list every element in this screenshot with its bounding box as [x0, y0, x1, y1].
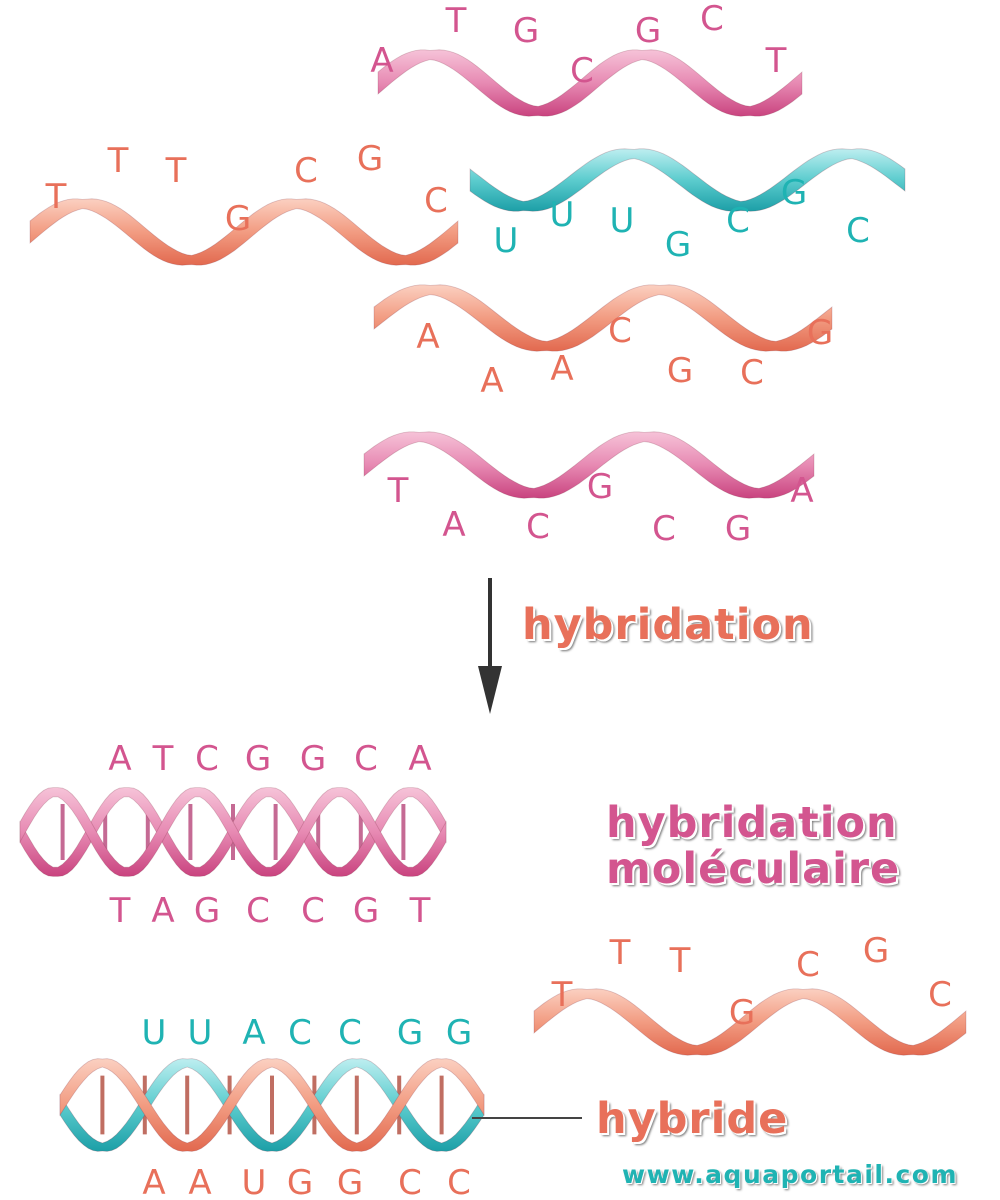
middle-pink-strand-base-2: A [442, 505, 465, 545]
top-pink-strand-base-4: C [570, 51, 594, 91]
middle-salmon-strand-base-4: C [608, 311, 632, 351]
middle-pink-strand: TA CGC GA [363, 431, 815, 549]
hybrid-duplex-bottom-base-5: G [337, 1163, 363, 1200]
unpaired-salmon-strand-base-5: C [796, 945, 820, 985]
middle-pink-strand-base-5: C [652, 509, 676, 549]
middle-pink-strand-base-6: G [725, 509, 751, 549]
teal-rna-strand-base-3: U [610, 201, 635, 241]
hybrid-duplex-top-base-6: G [397, 1013, 423, 1053]
salmon-strand-base-2: T [107, 141, 129, 181]
middle-salmon-strand-base-7: G [807, 313, 833, 353]
dna-duplex-bottom-base-6: G [353, 891, 379, 931]
top-pink-strand-base-3: G [513, 11, 539, 51]
hybrid-duplex-top-base-2: U [188, 1013, 213, 1053]
hybrid-duplex-strand-a [59, 1058, 485, 1152]
duplex-layer: A T C G G C AT A G C C G TU U A C C G GA A U G G C C [19, 739, 485, 1200]
salmon-strand-base-7: C [424, 181, 448, 221]
unpaired-salmon-strand-base-4: G [729, 993, 755, 1033]
unpaired-salmon-strand-base-7: C [928, 975, 952, 1015]
teal-rna-strand-ribbon [469, 148, 906, 212]
top-pink-strand-base-1: A [370, 41, 393, 81]
dna-duplex-top-base-6: C [354, 739, 378, 779]
middle-salmon-strand: AA ACG CG [373, 284, 833, 401]
hybrid-duplex-bottom-base-3: U [242, 1163, 267, 1200]
hybrid-duplex-top-base-1: U [142, 1013, 167, 1053]
middle-pink-strand-base-1: T [387, 471, 409, 511]
salmon-strand: TT TGC GC [29, 139, 459, 266]
dna-duplex-bottom-base-7: T [409, 891, 431, 931]
middle-salmon-strand-base-6: C [740, 353, 764, 393]
hybrid-duplex-top-base-3: A [242, 1013, 265, 1053]
dna-duplex-top-base-1: A [108, 739, 131, 779]
dna-duplex-top-base-4: G [245, 739, 271, 779]
teal-rna-strand-base-2: U [550, 195, 575, 235]
unpaired-salmon-strand-base-3: T [669, 941, 691, 981]
middle-salmon-strand-base-3: A [550, 349, 573, 389]
dna-duplex-top-base-5: G [300, 739, 326, 779]
dna-duplex-top-base-2: T [152, 739, 174, 779]
top-pink-strand-base-7: T [765, 41, 787, 81]
middle-salmon-strand-ribbon [373, 284, 833, 352]
middle-pink-strand-ribbon [363, 431, 815, 499]
teal-rna-strand-base-1: U [494, 221, 519, 261]
teal-rna-strand-base-6: G [781, 173, 807, 213]
molecular-title-line1: hybridation [606, 798, 898, 848]
top-pink-strand-base-2: T [445, 1, 467, 41]
hybrid-duplex-top-base-4: C [288, 1013, 312, 1053]
salmon-strand-base-6: G [357, 139, 383, 179]
salmon-strand-base-1: T [45, 177, 67, 217]
teal-rna-strand-base-4: G [665, 225, 691, 265]
top-pink-strand-base-6: C [700, 0, 724, 39]
dna-duplex-bottom-base-3: G [194, 891, 220, 931]
molecular-hybridization-title: hybridation moléculaire [606, 800, 900, 892]
salmon-strand-ribbon [29, 198, 459, 266]
website-watermark: www.aquaportail.com [622, 1160, 959, 1189]
hybrid-duplex-bottom-base-6: C [398, 1163, 422, 1200]
hybrid-label: hybride [596, 1094, 789, 1144]
middle-pink-strand-base-3: C [526, 507, 550, 547]
middle-pink-strand-base-4: G [587, 467, 613, 507]
dna-duplex-bottom-base-5: C [301, 891, 325, 931]
dna-duplex-top-base-7: A [408, 739, 431, 779]
hybrid-duplex-bottom-base-2: A [188, 1163, 211, 1200]
dna-duplex-top-base-3: C [195, 739, 219, 779]
unpaired-salmon-strand: TT TGC GC [533, 931, 967, 1056]
unpaired-salmon-strand-ribbon [533, 988, 967, 1056]
arrow-head [478, 666, 502, 714]
dna-duplex-bottom-base-2: A [151, 891, 174, 931]
hybrid-duplex-bottom-base-4: G [287, 1163, 313, 1200]
teal-rna-strand-base-5: C [726, 201, 750, 241]
molecular-title-line2: moléculaire [606, 844, 901, 894]
hybrid-duplex-top-base-7: G [446, 1013, 472, 1053]
process-label: hybridation [522, 600, 814, 650]
middle-salmon-strand-base-1: A [416, 317, 439, 357]
dna-duplex-bottom-base-4: C [246, 891, 270, 931]
middle-salmon-strand-base-2: A [480, 361, 503, 401]
salmon-strand-base-5: C [294, 151, 318, 191]
top-pink-strand-base-5: G [635, 11, 661, 51]
unpaired-salmon-strand-base-6: G [863, 931, 889, 971]
hybrid-duplex-bottom-base-1: A [142, 1163, 165, 1200]
hybrid-duplex: U U A C C G GA A U G G C C [59, 1013, 485, 1200]
middle-pink-strand-base-7: A [790, 471, 813, 511]
hybridization-arrow [478, 578, 502, 714]
top-pink-strand: AT GCG CT [370, 0, 803, 117]
salmon-strand-base-3: T [165, 151, 187, 191]
hybrid-duplex-top-base-5: C [338, 1013, 362, 1053]
dna-duplex: A T C G G C AT A G C C G T [19, 739, 447, 931]
salmon-strand-base-4: G [225, 199, 251, 239]
dna-duplex-strand-a [19, 787, 447, 877]
unpaired-salmon-strand-base-2: T [609, 933, 631, 973]
teal-rna-strand-base-7: C [846, 211, 870, 251]
unpaired-salmon-strand-base-1: T [551, 975, 573, 1015]
dna-duplex-bottom-base-1: T [109, 891, 131, 931]
middle-salmon-strand-base-5: G [667, 351, 693, 391]
top-pink-strand-ribbon [377, 49, 803, 117]
hybrid-duplex-bottom-base-7: C [447, 1163, 471, 1200]
